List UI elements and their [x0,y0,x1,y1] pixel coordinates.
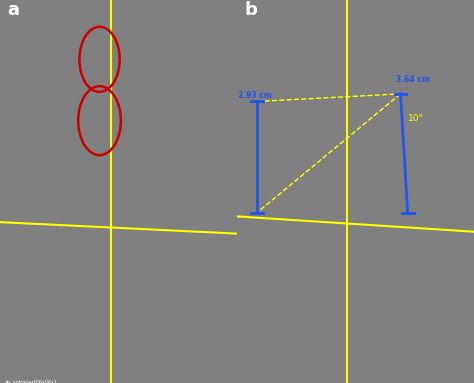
Text: a: a [7,1,19,19]
Text: b: b [244,1,257,19]
Text: 10°: 10° [408,114,424,123]
Text: 3.64 cm: 3.64 cm [396,75,429,84]
Text: dp_optimiert06x06x1: dp_optimiert06x06x1 [5,379,58,383]
Text: 2.93 cm: 2.93 cm [238,91,272,100]
